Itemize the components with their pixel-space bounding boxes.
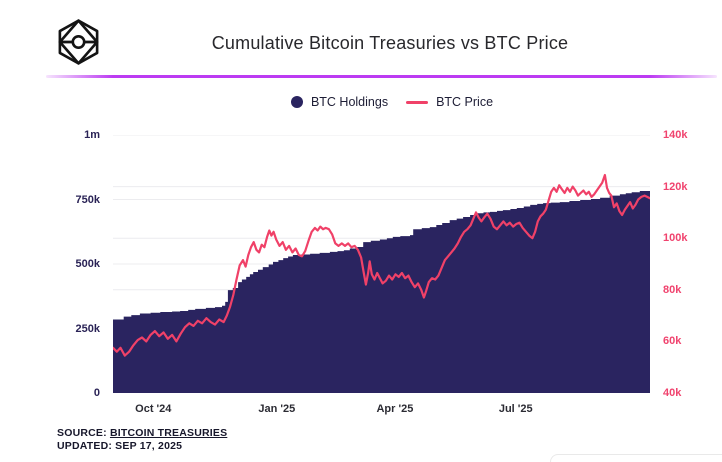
x-axis-tick-label: Jul '25 xyxy=(498,403,533,415)
chart-legend: BTC Holdings BTC Price xyxy=(0,95,722,109)
left-axis-tick-label: 0 xyxy=(93,387,100,399)
legend-label-btc-price: BTC Price xyxy=(436,95,494,109)
left-axis-tick-label: 750k xyxy=(75,193,100,206)
source-label: SOURCE: xyxy=(57,427,107,439)
right-axis-tick-label: 80k xyxy=(663,283,682,296)
btc-holdings-dot-icon xyxy=(290,96,303,108)
chart-plot-svg[interactable] xyxy=(113,135,650,393)
left-axis-tick-label: 1m xyxy=(84,129,100,141)
source-line: SOURCE: BITCOIN TREASURIES xyxy=(57,427,227,440)
right-axis-tick-label: 100k xyxy=(663,232,688,245)
btc-price-line-icon xyxy=(406,100,429,104)
legend-item-btc-holdings[interactable]: BTC Holdings xyxy=(290,95,389,109)
x-axis-tick-label: Oct '24 xyxy=(135,403,172,415)
chart-footer: SOURCE: BITCOIN TREASURIES UPDATED: SEP … xyxy=(57,427,227,452)
header-divider xyxy=(46,75,717,78)
updated-label: UPDATED: SEP 17, 2025 xyxy=(57,439,183,452)
attribution-box-corner xyxy=(550,454,722,462)
chart-title: Cumulative Bitcoin Treasuries vs BTC Pri… xyxy=(211,33,569,53)
legend-label-btc-holdings: BTC Holdings xyxy=(310,95,389,109)
left-axis-tick-label: 250k xyxy=(75,322,100,335)
right-axis-tick-label: 120k xyxy=(663,180,688,193)
right-axis-tick-label: 140k xyxy=(663,129,688,141)
left-axis-tick-label: 500k xyxy=(75,258,100,270)
legend-item-btc-price[interactable]: BTC Price xyxy=(406,95,493,109)
source-link[interactable]: BITCOIN TREASURIES xyxy=(109,427,228,439)
x-axis-tick-label: Jan '25 xyxy=(258,403,296,415)
bitcoin-treasuries-logo-icon[interactable] xyxy=(56,19,101,65)
right-axis-tick-label: 60k xyxy=(663,335,682,348)
plot-area[interactable] xyxy=(113,135,650,393)
x-axis-tick-label: Apr '25 xyxy=(376,403,414,415)
right-axis-tick-label: 40k xyxy=(663,387,682,399)
